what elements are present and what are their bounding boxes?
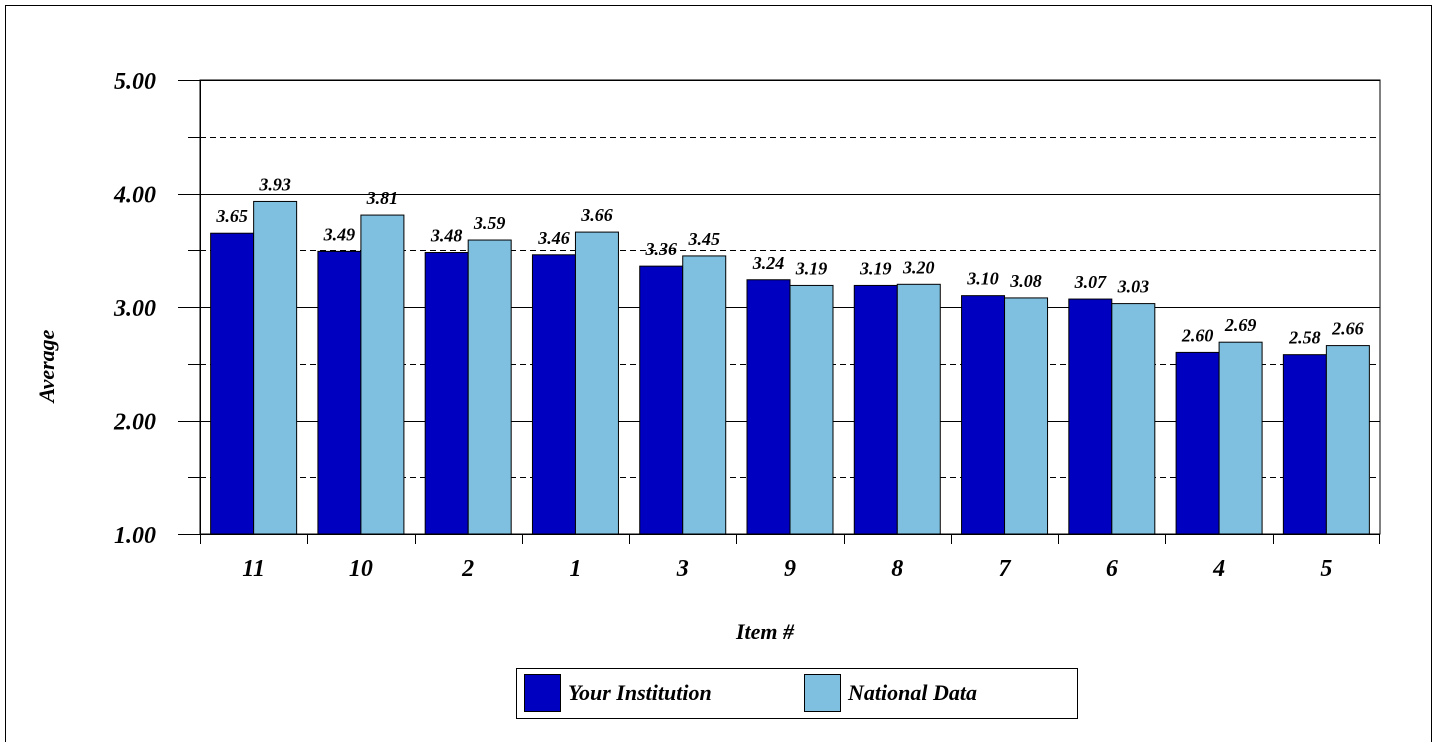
legend-item-your-institution: Your Institution — [524, 674, 712, 712]
data-label: 3.59 — [473, 213, 506, 233]
legend-label-national-data: National Data — [848, 680, 977, 705]
data-label: 3.20 — [902, 257, 935, 277]
data-label: 3.36 — [644, 239, 677, 259]
y-tick-label: 1.00 — [114, 523, 156, 549]
bar-your-institution — [210, 232, 255, 535]
data-label: 3.81 — [366, 188, 399, 208]
bar-your-institution — [639, 265, 684, 535]
bar-national-data — [1004, 297, 1049, 535]
data-label: 3.65 — [215, 206, 248, 226]
bar-your-institution — [746, 279, 791, 535]
x-tick-label: 5 — [1320, 556, 1332, 582]
bar-national-data — [1111, 303, 1156, 535]
bar-your-institution — [853, 284, 898, 535]
data-label: 3.46 — [537, 228, 570, 248]
data-label: 3.48 — [430, 226, 463, 246]
x-tick-label: 6 — [1106, 556, 1118, 582]
bar-your-institution — [1068, 298, 1113, 535]
bar-your-institution — [531, 254, 576, 535]
bar-your-institution — [1175, 351, 1220, 535]
data-label: 3.10 — [966, 269, 999, 289]
y-tick-label: 5.00 — [114, 69, 156, 95]
legend-item-national-data: National Data — [804, 674, 977, 712]
bar-your-institution — [424, 252, 469, 535]
data-label: 2.69 — [1224, 315, 1257, 335]
data-label: 2.58 — [1288, 328, 1321, 348]
x-tick-label: 1 — [569, 556, 581, 582]
bar-national-data — [789, 284, 834, 535]
x-tick-label: 4 — [1212, 556, 1225, 582]
data-label: 3.07 — [1074, 272, 1108, 292]
data-label: 3.03 — [1117, 277, 1150, 297]
x-tick-label: 3 — [676, 556, 689, 582]
x-tick-label: 2 — [461, 556, 474, 582]
bar-national-data — [467, 239, 512, 535]
x-tick-label: 9 — [784, 556, 796, 582]
bar-national-data — [360, 214, 405, 535]
data-label: 3.24 — [752, 253, 785, 273]
y-tick-label: 3.00 — [113, 296, 156, 322]
legend-swatch-national-data — [804, 674, 841, 712]
chart-frame — [5, 5, 1432, 742]
bar-national-data — [574, 231, 619, 535]
x-tick-label: 11 — [242, 556, 265, 582]
data-label: 3.19 — [795, 258, 828, 278]
data-label: 3.66 — [580, 205, 613, 225]
data-label: 3.19 — [859, 258, 892, 278]
y-tick-label: 4.00 — [113, 183, 156, 209]
bar-national-data — [896, 283, 941, 535]
axes: 1.00 2.00 3.00 4.00 5.00 11 10 2 1 3 9 8 7 6 4 5 — [113, 69, 1380, 582]
bar-your-institution — [317, 250, 362, 535]
data-label: 3.45 — [687, 229, 720, 249]
y-tick-label: 2.00 — [113, 410, 156, 436]
bar-national-data — [1218, 341, 1263, 535]
legend-label-your-institution: Your Institution — [568, 680, 712, 705]
bars — [210, 200, 1370, 535]
bar-national-data — [682, 255, 727, 535]
x-tick-label: 7 — [999, 556, 1012, 582]
legend: Your Institution National Data — [516, 668, 1078, 719]
bar-national-data — [1325, 345, 1370, 535]
bar-your-institution — [1282, 354, 1327, 535]
data-label: 2.60 — [1181, 325, 1214, 345]
legend-swatch-your-institution — [524, 674, 561, 712]
bar-national-data — [253, 200, 298, 535]
bar-your-institution — [961, 295, 1006, 535]
x-axis-title: Item # — [735, 619, 795, 644]
data-label: 3.08 — [1009, 271, 1042, 291]
data-labels: 3.65 3.93 3.49 3.81 3.48 3.59 3.46 3.66 3.36 3.45… — [215, 174, 1363, 347]
x-tick-label: 8 — [891, 556, 903, 582]
data-label: 3.93 — [258, 174, 291, 194]
x-tick-label: 10 — [349, 556, 373, 582]
y-axis-title: Average — [34, 329, 59, 404]
data-label: 2.66 — [1331, 319, 1364, 339]
data-label: 3.49 — [323, 224, 356, 244]
